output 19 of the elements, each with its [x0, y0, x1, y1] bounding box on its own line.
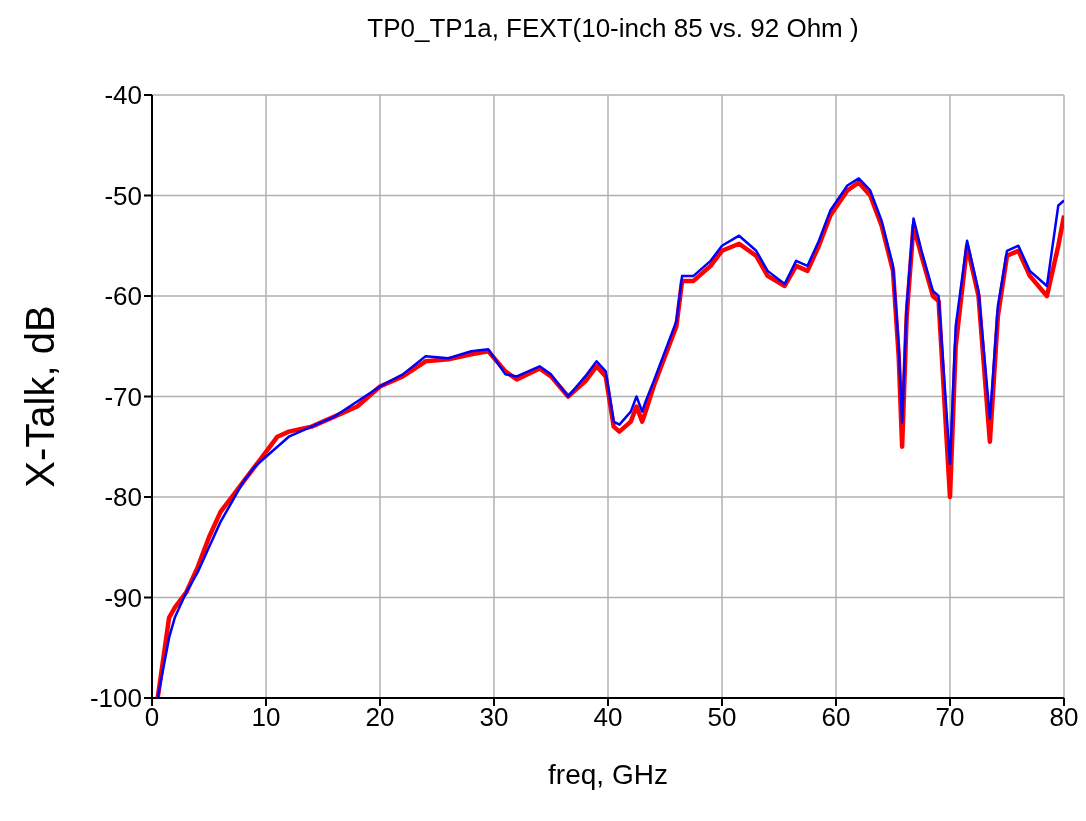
x-tick-label: 0 — [144, 702, 160, 733]
y-tick-label: -90 — [104, 582, 142, 613]
y-tick-label: -40 — [104, 80, 142, 111]
x-axis-title: freq, GHz — [548, 759, 668, 790]
x-tick-label: 40 — [593, 702, 623, 733]
y-axis-title: X-Talk, dB — [18, 305, 63, 488]
y-tick-label: -100 — [89, 683, 142, 714]
x-tick-label: 20 — [365, 702, 395, 733]
x-tick-label: 30 — [479, 702, 509, 733]
y-tick-label: -80 — [104, 482, 142, 513]
y-tick-label: -60 — [104, 281, 142, 312]
x-tick-label: 60 — [821, 702, 851, 733]
y-tick-label: -70 — [104, 381, 142, 412]
x-tick-label: 70 — [935, 702, 965, 733]
chart-title: TP0_TP1a, FEXT(10-inch 85 vs. 92 Ohm ) — [366, 12, 860, 45]
y-tick-label: -50 — [104, 180, 142, 211]
x-tick-label: 80 — [1049, 702, 1079, 733]
x-tick-label: 50 — [707, 702, 737, 733]
x-tick-label: 10 — [251, 702, 281, 733]
